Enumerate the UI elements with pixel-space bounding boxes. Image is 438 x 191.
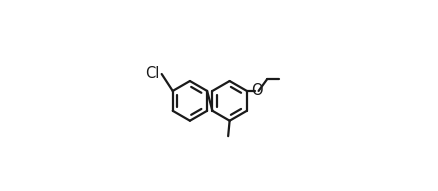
Text: O: O (251, 83, 263, 98)
Text: Cl: Cl (145, 66, 160, 81)
